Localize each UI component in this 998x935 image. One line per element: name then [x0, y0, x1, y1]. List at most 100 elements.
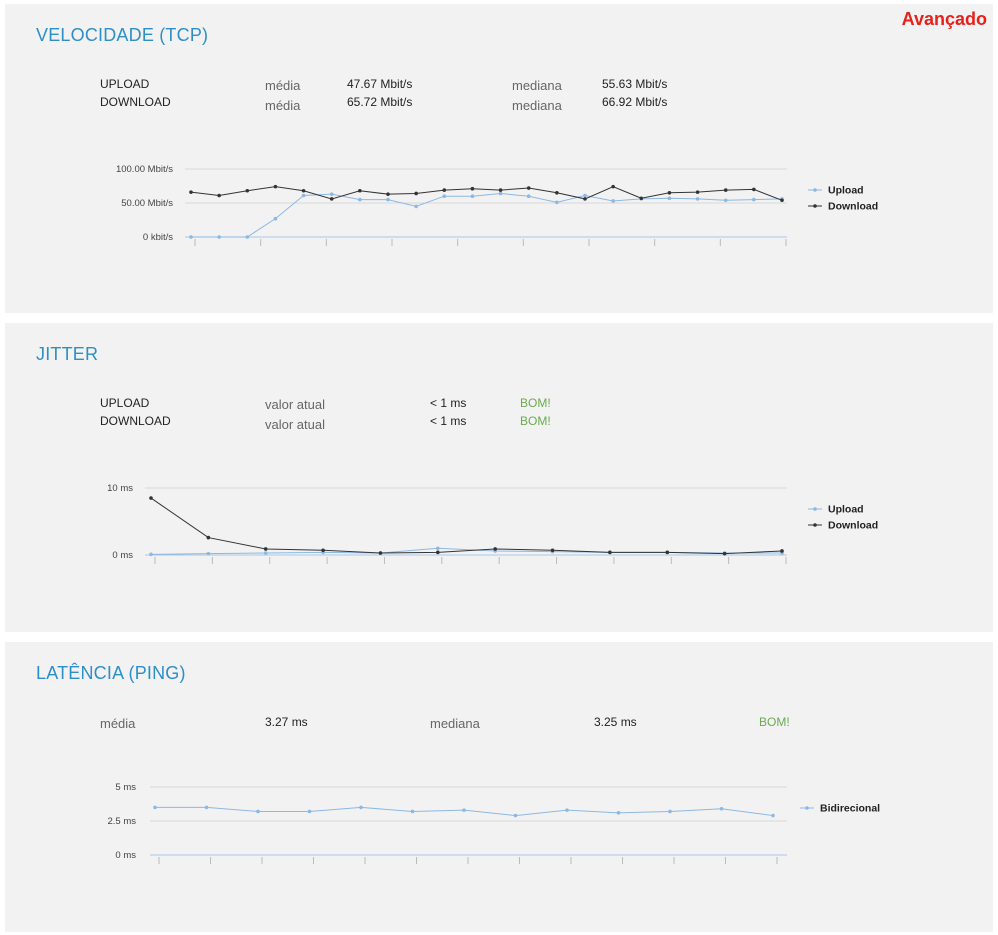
data-point-bidirecional: [616, 811, 621, 815]
y-tick-label: 2.5 ms: [107, 816, 136, 827]
data-point-bidirecional: [204, 805, 209, 810]
y-tick-label: 10 ms: [107, 483, 133, 494]
data-point-bidirecional: [256, 809, 260, 814]
jitter-chart: 0 ms 10 ms Upload Download: [107, 483, 878, 564]
data-point-download: [493, 547, 497, 551]
data-point-bidirecional: [153, 805, 157, 810]
data-point-upload: [149, 552, 153, 557]
data-point-upload: [723, 198, 728, 203]
legend-marker-download: [813, 204, 817, 208]
series-line-upload: [150, 547, 782, 555]
jitter-download-current: < 1 ms: [430, 414, 467, 428]
data-point-download: [442, 188, 447, 192]
legend-marker-upload: [813, 507, 817, 511]
data-point-upload: [442, 194, 447, 198]
data-point-download: [667, 191, 672, 195]
speed-upload-mean-label: média: [265, 78, 301, 93]
data-point-download: [470, 186, 475, 191]
data-point-upload: [583, 193, 587, 198]
speed-upload-median: 55.63 Mbit/s: [602, 77, 668, 91]
data-point-download: [555, 191, 559, 195]
data-point-upload: [526, 194, 531, 198]
legend-label-bidirecional: Bidirecional: [820, 803, 880, 815]
jitter-download-status: BOM!: [520, 414, 551, 428]
jitter-title: JITTER: [36, 344, 99, 364]
data-point-upload: [470, 194, 475, 198]
data-point-upload: [667, 196, 672, 201]
data-point-bidirecional: [359, 805, 363, 810]
data-point-bidirecional: [771, 813, 775, 818]
data-point-download: [526, 186, 531, 190]
y-tick-label: 0 ms: [115, 850, 136, 861]
data-point-download: [780, 198, 784, 203]
data-point-upload: [386, 197, 390, 202]
data-point-upload: [752, 197, 756, 202]
series-line-download: [150, 497, 783, 555]
advanced-link[interactable]: Avançado: [901, 9, 987, 29]
y-tick-label: 5 ms: [115, 782, 136, 793]
data-point-bidirecional: [513, 813, 518, 818]
data-point-bidirecional: [307, 809, 312, 814]
legend-marker-upload: [813, 188, 817, 192]
data-point-download: [149, 496, 153, 500]
data-point-download: [378, 551, 383, 555]
data-point-download: [722, 551, 727, 556]
legend-marker-download: [813, 523, 817, 527]
speed-title: VELOCIDADE (TCP): [36, 25, 209, 45]
data-point-download: [608, 550, 612, 555]
data-point-download: [695, 190, 700, 194]
data-point-download: [665, 550, 670, 555]
data-point-download: [780, 549, 784, 553]
speed-upload-label: UPLOAD: [100, 77, 150, 91]
data-point-download: [723, 188, 728, 192]
y-tick-label: 0 kbit/s: [143, 232, 173, 243]
jitter-download-label: DOWNLOAD: [100, 414, 171, 428]
jitter-download-current-label: valor atual: [265, 417, 325, 432]
legend-marker-bidirecional: [805, 806, 809, 810]
data-point-download: [436, 550, 440, 555]
data-point-upload: [273, 216, 278, 221]
data-point-bidirecional: [719, 806, 724, 811]
speed-download-median-label: mediana: [512, 98, 562, 113]
legend-label-download: Download: [828, 520, 878, 532]
legend-label-upload: Upload: [828, 185, 864, 197]
data-point-download: [611, 184, 615, 189]
data-point-download: [217, 193, 221, 198]
jitter-upload-status: BOM!: [520, 396, 551, 410]
data-point-upload: [206, 551, 211, 556]
data-point-download: [301, 188, 306, 193]
latency-median-label: mediana: [430, 716, 480, 731]
jitter-upload-label: UPLOAD: [100, 396, 150, 410]
jitter-upload-current: < 1 ms: [430, 396, 467, 410]
speed-download-median: 66.92 Mbit/s: [602, 95, 668, 109]
data-point-download: [550, 548, 555, 553]
legend-label-upload: Upload: [828, 504, 864, 516]
y-tick-label: 50.00 Mbit/s: [121, 198, 173, 209]
series-line-download: [190, 186, 783, 201]
data-point-download: [245, 188, 250, 193]
speed-panel: VELOCIDADE (TCP) Avançado UPLOAD média 4…: [5, 4, 993, 313]
data-point-bidirecional: [410, 809, 415, 814]
data-point-download: [206, 535, 211, 540]
data-point-download: [498, 188, 503, 192]
latency-panel: LATÊNCIA (PING) média 3.27 ms mediana 3.…: [5, 642, 993, 932]
data-point-upload: [611, 199, 615, 203]
speed-download-mean-label: média: [265, 98, 301, 113]
data-point-upload: [498, 191, 503, 196]
latency-status: BOM!: [759, 715, 790, 729]
y-tick-label: 100.00 Mbit/s: [116, 164, 173, 175]
data-point-download: [358, 188, 362, 193]
data-point-download: [414, 191, 418, 196]
legend-label-download: Download: [828, 201, 878, 213]
y-tick-label: 0 ms: [112, 550, 133, 561]
data-point-upload: [245, 235, 250, 239]
latency-chart: 0 ms 2.5 ms 5 ms Bidirecional: [107, 782, 880, 864]
data-point-download: [752, 187, 756, 192]
speed-download-mean: 65.72 Mbit/s: [347, 95, 413, 109]
latency-mean: 3.27 ms: [265, 715, 308, 729]
latency-mean-label: média: [100, 716, 136, 731]
speed-download-label: DOWNLOAD: [100, 95, 171, 109]
data-point-bidirecional: [565, 808, 569, 812]
data-point-upload: [329, 192, 334, 196]
data-point-download: [189, 190, 193, 194]
